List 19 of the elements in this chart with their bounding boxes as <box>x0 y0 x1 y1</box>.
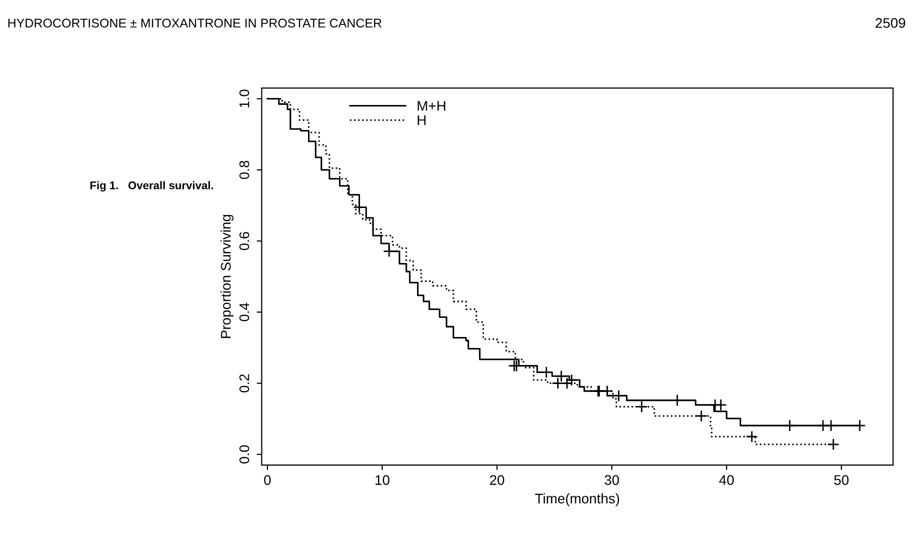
y-tick-label: 0.0 <box>239 445 250 464</box>
y-tick-label: 0.2 <box>239 374 250 392</box>
legend-label: M+H <box>418 101 446 111</box>
x-tick-label: 20 <box>490 475 504 485</box>
x-tick-label: 40 <box>719 475 734 485</box>
y-tick-label: 1.0 <box>239 90 250 108</box>
caption: Fig 1. Overall survival. <box>90 181 214 192</box>
x-axis-title: Time(months) <box>535 493 620 506</box>
y-tick-label: 0.6 <box>239 232 250 250</box>
legend-label: H <box>418 115 426 125</box>
x-tick-label: 30 <box>604 475 619 485</box>
x-tick-label: 50 <box>834 475 849 485</box>
x-tick-label: 10 <box>376 475 390 485</box>
x-tick-label: 0 <box>264 475 271 485</box>
chart-title: HYDROCORTISONE ± MITOXANTRONE IN PROSTATE CANCER <box>8 18 382 28</box>
y-tick-label: 0.8 <box>239 160 250 179</box>
y-axis-title: Proportion Surviving <box>220 214 234 338</box>
text: 2509 <box>876 18 906 28</box>
y-tick-label: 0.4 <box>239 302 250 322</box>
